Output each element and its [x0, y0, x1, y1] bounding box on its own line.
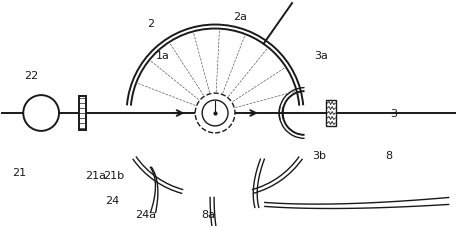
Text: 24a: 24a: [135, 210, 156, 220]
Bar: [79, 97, 86, 130]
Text: 2: 2: [147, 18, 154, 28]
Text: 22: 22: [24, 71, 38, 81]
Text: 21a: 21a: [85, 170, 106, 180]
Text: 3b: 3b: [313, 150, 326, 160]
Text: 21: 21: [12, 167, 27, 177]
Circle shape: [195, 94, 235, 133]
Text: 2a: 2a: [233, 12, 247, 22]
Bar: [326, 101, 336, 126]
Text: 3: 3: [390, 109, 398, 118]
Circle shape: [202, 101, 228, 126]
Text: 1a: 1a: [155, 51, 170, 61]
Text: 8: 8: [385, 150, 393, 160]
Text: 21b: 21b: [103, 170, 124, 180]
Text: 8a: 8a: [201, 210, 215, 220]
Text: 3a: 3a: [314, 51, 329, 61]
Text: 24: 24: [106, 196, 120, 206]
Circle shape: [23, 96, 59, 131]
